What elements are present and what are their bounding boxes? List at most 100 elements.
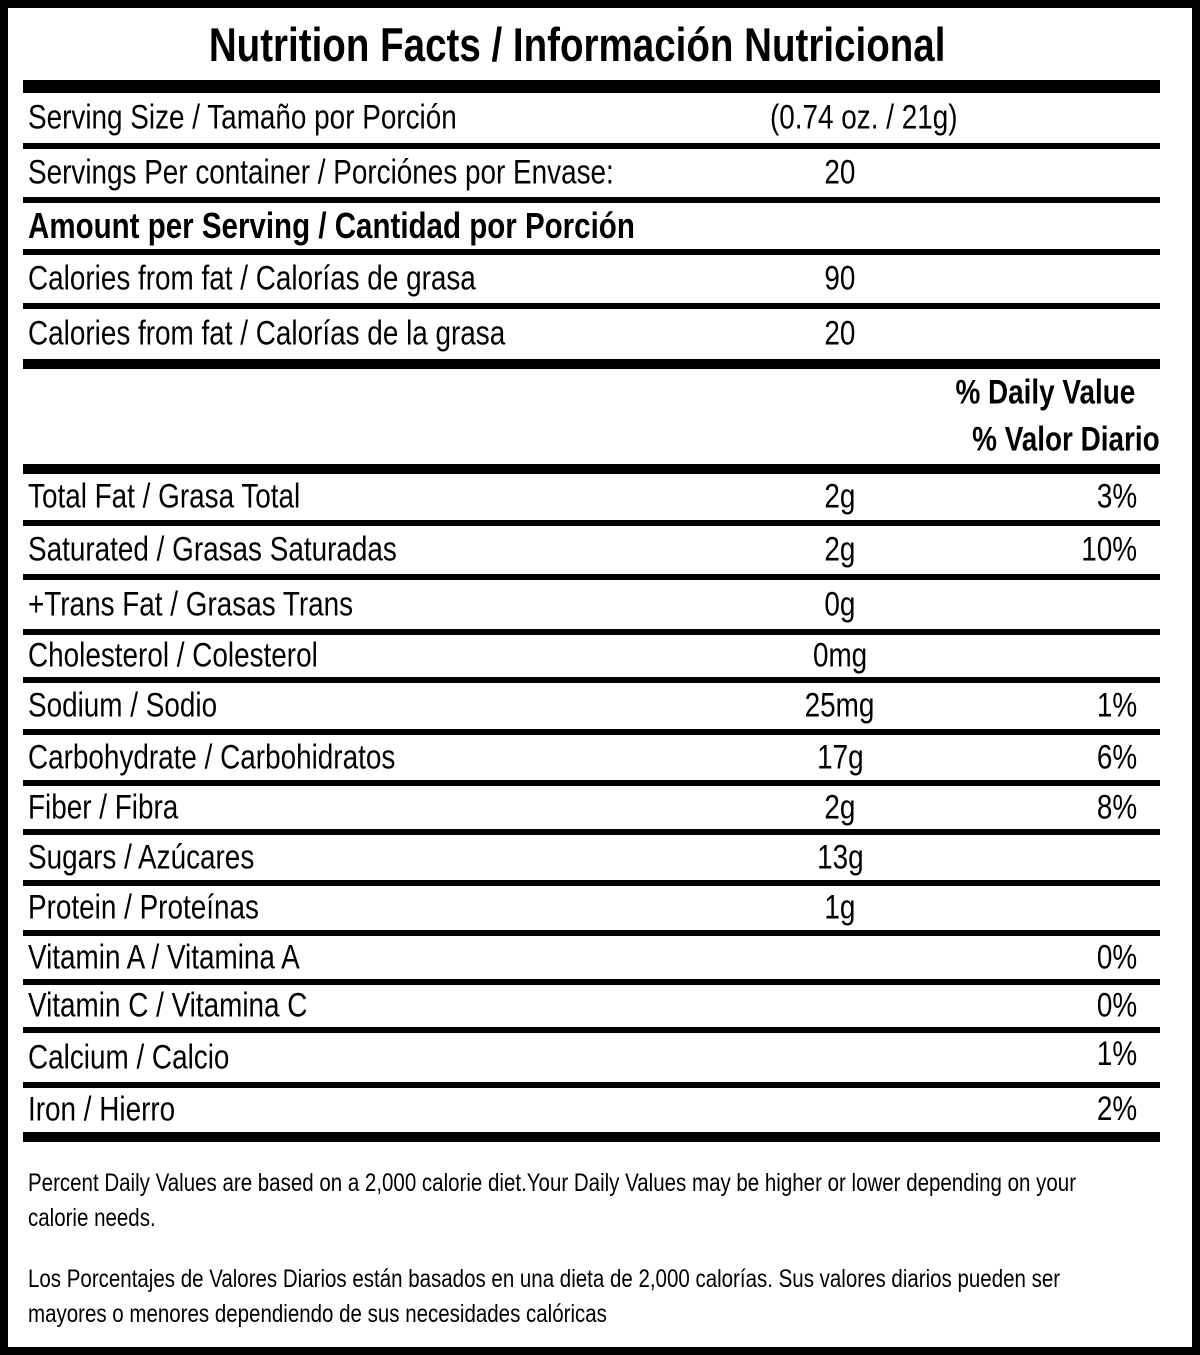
total-fat-pct: 3% bbox=[1096, 477, 1137, 516]
divider bbox=[23, 930, 1160, 936]
cholesterol-label-cell: Cholesterol / Colesterol bbox=[28, 637, 381, 676]
fiber-label-cell: Fiber / Fibra bbox=[28, 788, 211, 827]
saturated-fat-pct-cell: 10% bbox=[1069, 531, 1137, 570]
row-vitamin-c: Vitamin C / Vitamina C 0% bbox=[8, 985, 1192, 1027]
title-divider bbox=[23, 80, 1160, 93]
amount-per-serving-heading-cell: Amount per Serving / Cantidad por Porció… bbox=[28, 205, 768, 247]
vitamin-a-label: Vitamin A / Vitamina A bbox=[28, 938, 300, 976]
calcium-label: Calcium / Calcio bbox=[28, 1038, 230, 1076]
divider bbox=[23, 979, 1160, 985]
trans-fat-label: +Trans Fat / Grasas Trans bbox=[28, 585, 354, 623]
carbohydrate-label-cell: Carbohydrate / Carbohidratos bbox=[28, 738, 476, 777]
row-trans-fat: +Trans Fat / Grasas Trans 0g bbox=[8, 580, 1192, 629]
sodium-label-cell: Sodium / Sodio bbox=[28, 687, 259, 726]
fiber-value-cell: 2g bbox=[700, 788, 980, 827]
total-fat-value-cell: 2g bbox=[700, 478, 980, 517]
divider bbox=[23, 303, 1160, 309]
divider bbox=[23, 677, 1160, 683]
footnotes: Percent Daily Values are based on a 2,00… bbox=[28, 1166, 1192, 1332]
saturated-fat-value-cell: 2g bbox=[700, 531, 980, 570]
iron-pct-cell: 2% bbox=[1088, 1090, 1137, 1129]
row-total-fat: Total Fat / Grasa Total 2g 3% bbox=[8, 474, 1192, 520]
daily-value-heading-es-row: % Valor Diario bbox=[8, 416, 1192, 464]
carbohydrate-value-cell: 17g bbox=[700, 738, 980, 777]
trans-fat-value: 0g bbox=[824, 585, 856, 623]
serving-size-label-cell: Serving Size / Tamaño por Porción bbox=[28, 99, 551, 138]
divider bbox=[23, 1082, 1160, 1088]
divider bbox=[23, 574, 1160, 580]
footnote-es: Los Porcentajes de Valores Diarios están… bbox=[28, 1265, 1061, 1328]
vitamin-a-label-cell: Vitamin A / Vitamina A bbox=[28, 938, 359, 977]
sodium-value-cell: 25mg bbox=[700, 687, 980, 726]
row-sodium: Sodium / Sodio 25mg 1% bbox=[8, 683, 1192, 729]
fiber-value: 2g bbox=[824, 788, 856, 826]
total-fat-label: Total Fat / Grasa Total bbox=[28, 477, 301, 516]
fiber-label: Fiber / Fibra bbox=[28, 788, 179, 826]
iron-label-cell: Iron / Hierro bbox=[28, 1091, 208, 1130]
servings-per-container-label: Servings Per container / Porciónes por E… bbox=[28, 153, 614, 192]
servings-per-container-value-cell: 20 bbox=[700, 154, 980, 193]
calories-2-label: Calories from fat / Calorías de la grasa bbox=[28, 314, 506, 353]
page-title: Nutrition Facts / Información Nutriciona… bbox=[209, 17, 946, 71]
serving-size-label: Serving Size / Tamaño por Porción bbox=[28, 98, 457, 137]
saturated-fat-label: Saturated / Grasas Saturadas bbox=[28, 530, 397, 569]
row-sugars: Sugars / Azúcares 13g bbox=[8, 835, 1192, 880]
protein-value: 1g bbox=[824, 888, 856, 927]
calories-1-value-cell: 90 bbox=[700, 260, 980, 299]
iron-label: Iron / Hierro bbox=[28, 1090, 176, 1129]
row-saturated-fat: Saturated / Grasas Saturadas 2g 10% bbox=[8, 526, 1192, 574]
daily-value-heading-en: % Daily Value bbox=[955, 373, 1135, 411]
saturated-fat-pct: 10% bbox=[1081, 530, 1137, 569]
calcium-label-cell: Calcium / Calcio bbox=[28, 1038, 274, 1077]
section-divider bbox=[23, 359, 1160, 369]
protein-value-cell: 1g bbox=[700, 889, 980, 928]
protein-label-cell: Protein / Proteínas bbox=[28, 889, 310, 928]
calories-from-fat-row-1: Calories from fat / Calorías de grasa 90 bbox=[8, 255, 1192, 303]
protein-label: Protein / Proteínas bbox=[28, 888, 259, 927]
saturated-fat-value: 2g bbox=[824, 530, 856, 569]
servings-per-container-row: Servings Per container / Porciónes por E… bbox=[8, 149, 1192, 197]
daily-value-heading-en-row: % Daily Value bbox=[8, 369, 1192, 416]
divider bbox=[23, 197, 1160, 203]
carbohydrate-pct: 6% bbox=[1096, 738, 1137, 776]
sugars-label: Sugars / Azúcares bbox=[28, 838, 255, 876]
divider bbox=[23, 1027, 1160, 1033]
trans-fat-value-cell: 0g bbox=[700, 585, 980, 624]
total-fat-value: 2g bbox=[824, 477, 856, 516]
daily-value-heading-es-cell: % Valor Diario bbox=[931, 421, 1160, 460]
sugars-label-cell: Sugars / Azúcares bbox=[28, 838, 304, 877]
vitamin-c-pct: 0% bbox=[1096, 986, 1137, 1025]
calcium-pct-cell: 1% bbox=[1088, 1035, 1137, 1074]
row-fiber: Fiber / Fibra 2g 8% bbox=[8, 786, 1192, 829]
serving-size-row: Serving Size / Tamaño por Porción (0.74 … bbox=[8, 93, 1192, 143]
footnote-en: Percent Daily Values are based on a 2,00… bbox=[28, 1169, 1077, 1232]
amount-per-serving-heading: Amount per Serving / Cantidad por Porció… bbox=[28, 205, 635, 246]
divider bbox=[23, 829, 1160, 835]
row-carbohydrate: Carbohydrate / Carbohidratos 17g 6% bbox=[8, 735, 1192, 780]
row-protein: Protein / Proteínas 1g bbox=[8, 886, 1192, 930]
sodium-pct: 1% bbox=[1096, 686, 1137, 725]
calories-1-label-cell: Calories from fat / Calorías de grasa bbox=[28, 260, 574, 299]
section-divider bbox=[23, 464, 1160, 474]
fiber-pct-cell: 8% bbox=[1088, 788, 1137, 827]
cholesterol-value: 0mg bbox=[812, 636, 868, 675]
sodium-pct-cell: 1% bbox=[1088, 687, 1137, 726]
divider bbox=[23, 629, 1160, 635]
vitamin-c-pct-cell: 0% bbox=[1088, 987, 1137, 1026]
calories-1-value: 90 bbox=[824, 259, 856, 298]
calcium-pct: 1% bbox=[1096, 1035, 1137, 1073]
section-divider bbox=[23, 1132, 1160, 1142]
amount-per-serving-heading-row: Amount per Serving / Cantidad por Porció… bbox=[8, 203, 1192, 249]
vitamin-c-label: Vitamin C / Vitamina C bbox=[28, 986, 308, 1025]
daily-value-heading-en-cell: % Daily Value bbox=[916, 373, 1135, 412]
sugars-value: 13g bbox=[816, 838, 864, 876]
cholesterol-label: Cholesterol / Colesterol bbox=[28, 636, 318, 675]
servings-per-container-value: 20 bbox=[824, 153, 856, 192]
serving-size-value: (0.74 oz. / 21g) bbox=[770, 98, 958, 137]
trans-fat-label-cell: +Trans Fat / Grasas Trans bbox=[28, 585, 424, 624]
cholesterol-value-cell: 0mg bbox=[700, 637, 980, 676]
vitamin-c-label-cell: Vitamin C / Vitamina C bbox=[28, 987, 369, 1026]
divider bbox=[23, 143, 1160, 149]
calories-2-label-cell: Calories from fat / Calorías de la grasa bbox=[28, 315, 610, 354]
vitamin-a-pct-cell: 0% bbox=[1088, 938, 1137, 977]
